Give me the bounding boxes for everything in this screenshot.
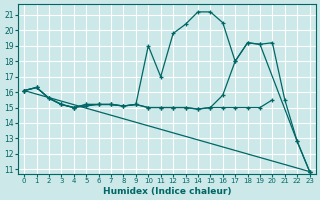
X-axis label: Humidex (Indice chaleur): Humidex (Indice chaleur) xyxy=(103,187,231,196)
